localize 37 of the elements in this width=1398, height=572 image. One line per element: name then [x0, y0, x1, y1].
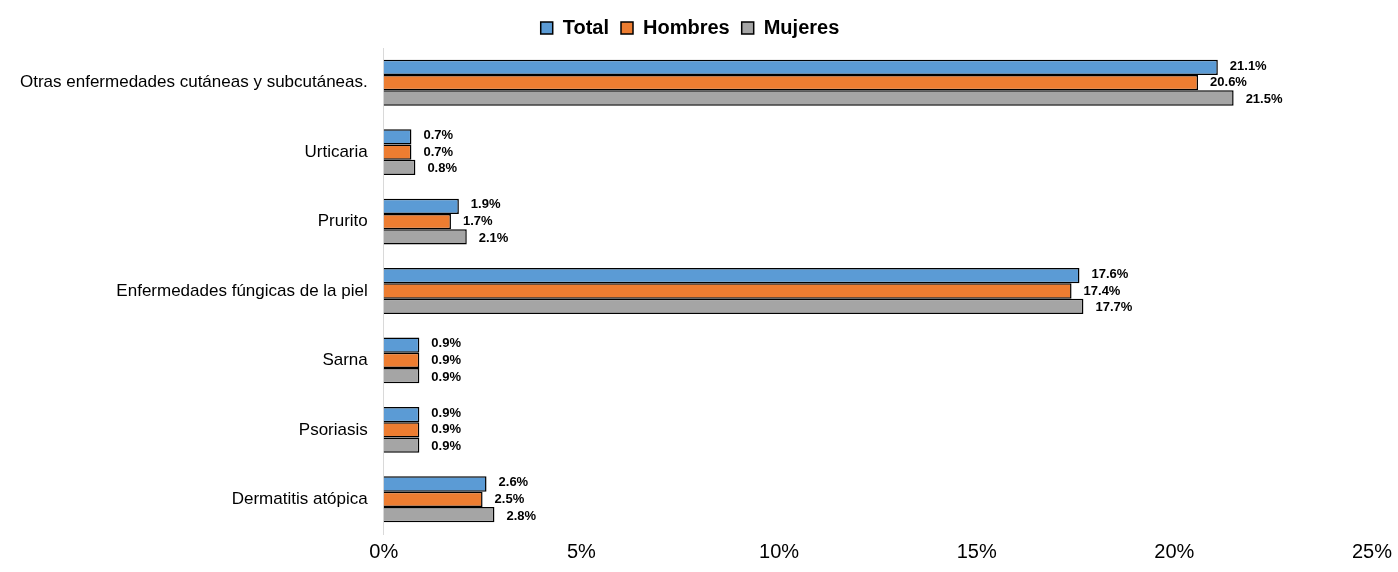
data-label: 1.9% [470, 196, 501, 212]
data-label: 2.5% [494, 490, 525, 506]
y-tick-label: Sarna [322, 350, 369, 370]
y-tick-label: Dermatitis atópica [231, 488, 369, 508]
data-label: 0.9% [431, 335, 462, 351]
data-label: 2.6% [498, 474, 529, 490]
data-label: 17.4% [1083, 282, 1121, 298]
data-label: 21.1% [1229, 57, 1268, 73]
legend-label: Total [562, 15, 610, 38]
x-tick-label: 20% [1154, 539, 1195, 562]
data-label: 0.7% [423, 126, 454, 142]
data-label: 20.6% [1210, 74, 1248, 90]
y-tick-label: Psoriasis [298, 419, 368, 439]
data-label: 0.9% [431, 438, 462, 454]
data-label: 17.6% [1091, 265, 1129, 281]
data-label: 0.9% [431, 352, 462, 368]
data-label: 2.1% [478, 229, 509, 245]
data-label: 0.8% [427, 160, 458, 176]
data-label: 0.7% [423, 143, 454, 159]
x-tick-label: 15% [956, 539, 997, 562]
legend-label: Mujeres [763, 15, 840, 38]
data-label: 0.9% [431, 404, 462, 420]
data-label: 17.7% [1095, 299, 1133, 315]
x-tick-label: 10% [759, 539, 800, 562]
y-tick-label: Enfermedades fúngicas de la piel [116, 280, 368, 300]
x-tick-label: 0% [369, 539, 399, 562]
legend-label: Hombres [643, 15, 730, 38]
data-label: 0.9% [431, 368, 462, 384]
y-tick-label: Otras enfermedades cutáneas y subcutáneas. [20, 72, 368, 92]
y-tick-label: Prurito [317, 211, 368, 231]
x-tick-label: 5% [566, 539, 597, 562]
data-label: 0.9% [431, 421, 462, 437]
x-tick-label: 25% [1351, 539, 1393, 562]
data-label: 2.8% [506, 507, 537, 523]
data-label: 21.5% [1245, 91, 1283, 107]
data-label: 1.7% [462, 213, 494, 229]
y-tick-label: Urticaria [304, 141, 369, 161]
